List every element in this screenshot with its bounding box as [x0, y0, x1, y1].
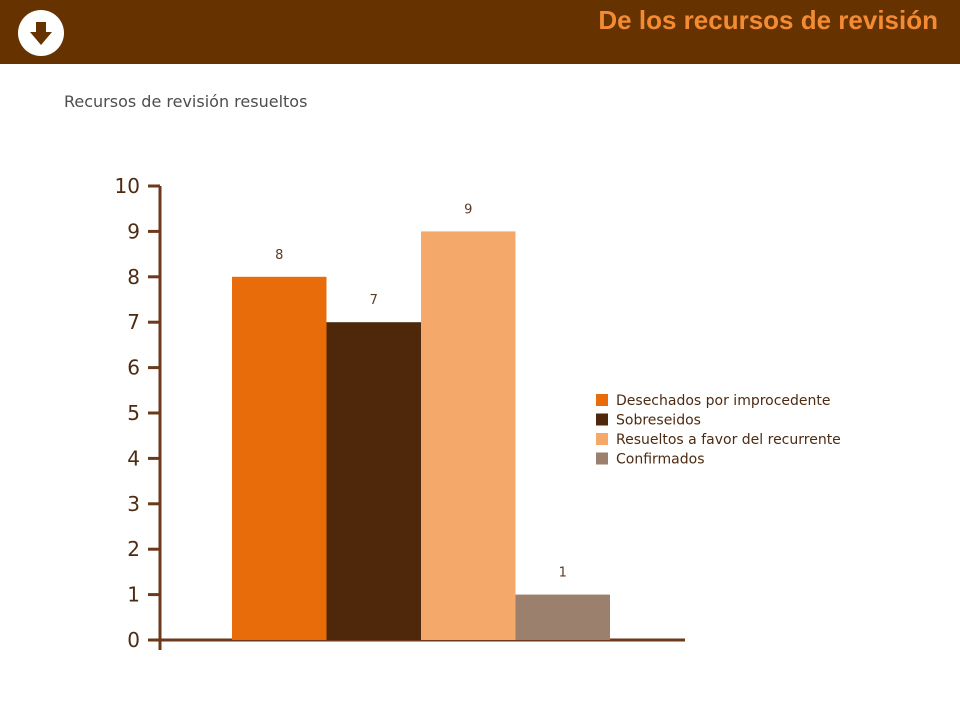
bar-3	[421, 231, 516, 640]
arrow-down-circle-icon	[30, 22, 52, 45]
legend-swatch	[596, 394, 608, 406]
y-tick-label: 4	[127, 446, 140, 470]
legend-swatch	[596, 452, 608, 465]
y-tick-label: 2	[127, 537, 140, 561]
legend-label: Desechados por improcedente	[616, 393, 831, 409]
data-label: 8	[275, 248, 283, 263]
legend-swatch	[596, 433, 608, 445]
download-button[interactable]	[18, 10, 64, 56]
y-tick-label: 6	[127, 356, 140, 380]
chart-bars: 8 7 9 1	[232, 202, 610, 640]
data-label: 7	[370, 293, 378, 308]
legend-label: Resueltos a favor del recurrente	[616, 432, 841, 448]
bar-4	[515, 594, 610, 640]
y-tick-label: 10	[115, 174, 140, 198]
bar-1	[232, 276, 327, 640]
y-tick-label: 7	[127, 310, 140, 334]
y-tick-label: 8	[127, 265, 140, 289]
chart-legend: Desechados por improcedente Sobreseidos Re…	[596, 393, 841, 468]
y-tick-label: 0	[127, 628, 140, 652]
y-tick-label: 1	[127, 583, 140, 607]
data-label: 1	[559, 566, 567, 581]
page-title: De los recursos de revisión	[598, 5, 938, 35]
data-label: 9	[464, 202, 472, 217]
y-tick-label: 3	[127, 492, 140, 516]
legend-swatch	[596, 413, 608, 426]
header-bar: De los recursos de revisión	[0, 0, 960, 64]
bar-2	[326, 322, 421, 640]
legend-label: Sobreseidos	[616, 413, 701, 429]
legend-label: Confirmados	[616, 452, 705, 468]
chart-title: Recursos de revisión resueltos	[64, 92, 308, 111]
y-tick-label: 9	[127, 219, 140, 243]
y-tick-label: 5	[127, 401, 140, 425]
